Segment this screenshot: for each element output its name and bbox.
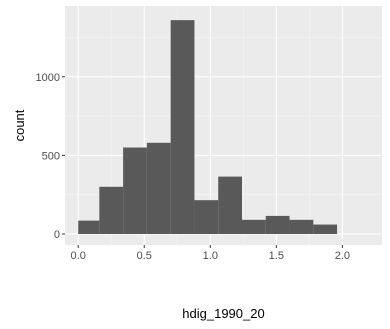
histogram-bar <box>99 186 124 234</box>
y-tick-label: 1000 <box>36 72 60 84</box>
y-tick-label: 500 <box>42 150 60 162</box>
x-axis-title: hdig_1990_20 <box>182 306 264 321</box>
histogram-bar <box>123 147 147 234</box>
y-axis-ticks: 0 500 1000 <box>36 72 65 241</box>
histogram-bar <box>146 142 171 234</box>
y-axis-title: count <box>12 109 27 141</box>
x-tick-label: 2.0 <box>335 250 350 262</box>
histogram-bar <box>78 220 100 234</box>
histogram-bar <box>194 200 219 234</box>
histogram-bars <box>78 20 338 234</box>
x-tick-label: 0.5 <box>137 250 152 262</box>
histogram-bar <box>241 219 266 234</box>
histogram-bar <box>170 20 195 234</box>
x-tick-label: 1.0 <box>203 250 218 262</box>
histogram-bar <box>218 176 242 234</box>
histogram-bar <box>313 224 338 234</box>
histogram-bar <box>265 215 290 234</box>
histogram-bar <box>289 219 314 234</box>
y-tick-label: 0 <box>54 229 60 241</box>
x-axis-ticks: 0.0 0.5 1.0 1.5 2.0 <box>71 245 350 262</box>
x-tick-label: 1.5 <box>269 250 284 262</box>
x-tick-label: 0.0 <box>71 250 86 262</box>
